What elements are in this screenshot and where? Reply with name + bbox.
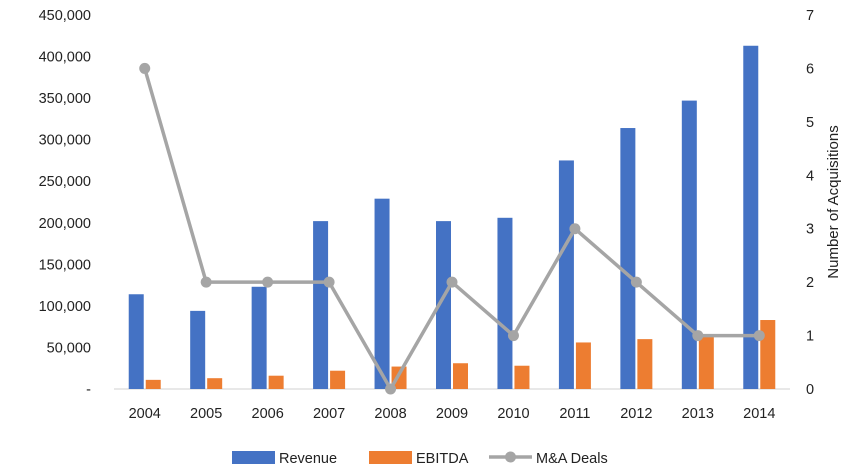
point-ma-deals [446,276,458,288]
bar-ebitda [637,339,653,389]
y2-tick-label: 6 [806,61,814,77]
y-tick-label: 150,000 [39,257,91,273]
x-tick-label: 2006 [252,406,284,422]
y-tick-label: 300,000 [39,133,91,149]
x-tick-label: 2011 [559,406,590,422]
bar-ebitda [514,365,530,389]
bar-ebitda [453,363,468,389]
bar-ebitda [330,370,346,389]
legend-swatch-revenue [232,451,275,464]
x-tick-label: 2004 [129,406,161,422]
point-ma-deals [753,330,765,342]
legend: Revenue EBITDA M&A Deals [232,451,608,467]
legend-swatch-ebitda [369,451,412,464]
x-tick-label: 2005 [190,406,222,422]
y-tick-label: - [86,382,91,398]
y2-tick-label: 4 [806,168,814,184]
x-axis: 2004 2005 2006 2007 2008 2009 2010 2011 2012 2013… [129,406,776,422]
x-tick-label: 2007 [313,406,345,422]
bar-ebitda [145,379,161,389]
bar-revenue [436,221,451,389]
y2-tick-label: 5 [806,115,814,131]
bar-revenue [743,45,759,390]
point-ma-deals [262,276,274,288]
legend-swatch-marker [505,451,516,463]
x-tick-label: 2009 [436,406,468,422]
y2-tick-label: 7 [806,8,814,24]
point-ma-deals [385,383,397,395]
bar-ebitda [698,335,714,389]
y-tick-label: 200,000 [39,216,91,232]
point-ma-deals [200,276,212,288]
bar-revenue [558,160,574,389]
legend-label: M&A Deals [536,451,608,467]
bar-revenue [313,221,329,389]
point-ma-deals [569,223,581,235]
y2-tick-label: 2 [806,275,814,291]
bar-ebitda [268,375,284,389]
x-tick-label: 2010 [497,406,529,422]
bar-revenue [190,310,206,389]
line-ma-deals [143,67,760,391]
legend-label: Revenue [279,451,337,467]
bar-ebitda [207,378,223,389]
point-ma-deals [630,276,642,288]
y-tick-label: 100,000 [39,299,91,315]
bar-revenue [497,217,513,389]
point-ma-deals [323,276,335,288]
line-series-group [139,62,765,395]
y-tick-label: 450,000 [39,8,91,24]
bar-revenue [681,100,697,390]
y2-tick-label: 1 [806,329,814,345]
legend-label: EBITDA [416,451,469,467]
x-tick-label: 2012 [620,406,652,422]
bar-ebitda [760,320,776,389]
x-tick-label: 2014 [743,406,775,422]
y2-axis-title: Number of Acquisitions [825,125,842,278]
bar-revenue [374,198,390,389]
y-tick-label: 350,000 [39,91,91,107]
y-tick-label: 250,000 [39,174,91,190]
bars-group [128,45,776,390]
y-tick-label: 50,000 [47,340,91,356]
bar-revenue [620,128,636,389]
point-ma-deals [139,62,151,74]
x-tick-label: 2013 [682,406,714,422]
y2-tick-label: 0 [806,382,814,398]
x-tick-label: 2008 [374,406,406,422]
y2-tick-label: 3 [806,222,814,238]
bar-revenue [251,286,267,389]
y-axis-right: 0 1 2 3 4 5 6 7 [806,8,814,398]
point-ma-deals [507,330,519,342]
bar-ebitda [575,342,591,389]
bar-revenue [128,294,144,389]
y-axis-left: - 50,000 100,000 150,000 200,000 250,000 300,0… [39,8,92,398]
point-ma-deals [692,330,704,342]
y-tick-label: 400,000 [39,50,91,66]
